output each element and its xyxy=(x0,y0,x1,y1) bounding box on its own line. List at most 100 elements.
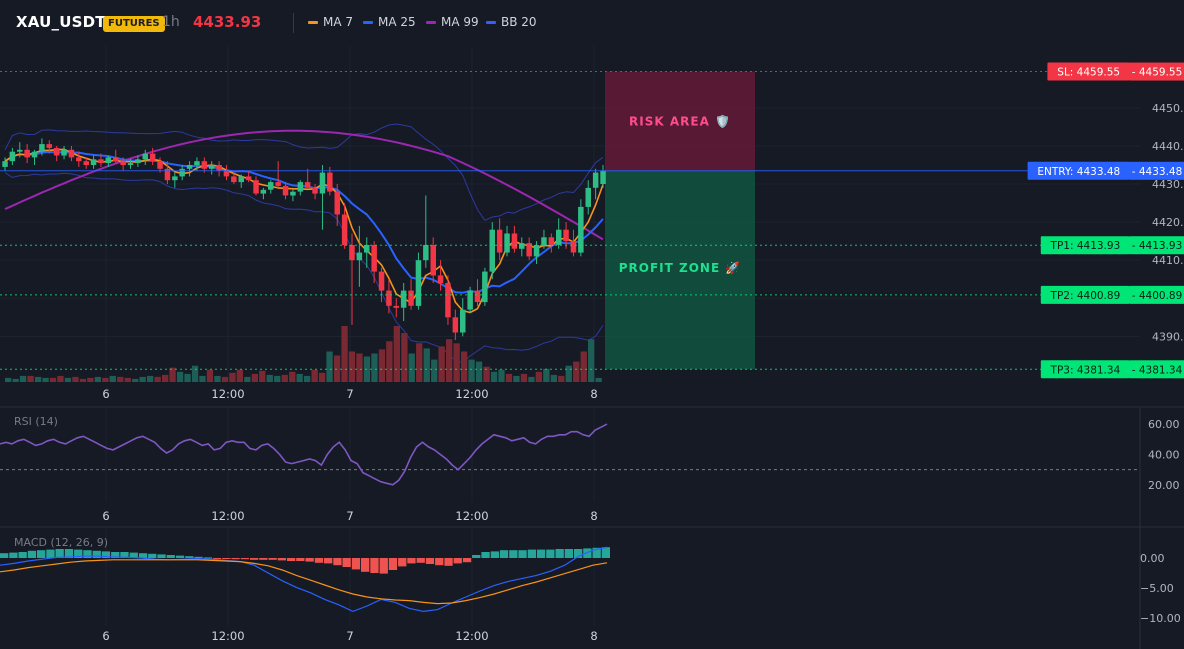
legend-bb20[interactable]: BB 20 xyxy=(486,15,537,29)
time-axis-label: 6 xyxy=(102,387,109,401)
volume-bar xyxy=(27,375,34,382)
legend-ma25[interactable]: MA 25 xyxy=(363,15,416,29)
volume-bar xyxy=(490,371,498,382)
level-tag-label: TP1: 4413.93 xyxy=(1050,240,1121,252)
macd-histogram-bar xyxy=(472,555,481,558)
level-tag xyxy=(1027,161,1130,180)
level-tag xyxy=(1047,62,1130,81)
candle-body xyxy=(334,191,340,215)
axis-price-tag xyxy=(1130,62,1184,81)
macd-axis-label: −5.00 xyxy=(1140,582,1174,595)
macd-histogram-bar xyxy=(120,552,129,558)
macd-histogram-bar xyxy=(259,558,268,560)
ma7-line xyxy=(4,148,604,314)
volume-bar xyxy=(558,375,565,382)
volume-bar xyxy=(401,333,408,382)
candle-body xyxy=(496,229,503,253)
time-axis-label: 12:00 xyxy=(211,387,244,401)
macd-histogram-bar xyxy=(138,553,148,558)
candle-body xyxy=(194,161,200,165)
level-tag-label: TP2: 4400.89 xyxy=(1050,290,1121,302)
macd-histogram-bar xyxy=(37,550,46,558)
timeframe-label[interactable]: 1h xyxy=(162,14,180,30)
candle-body xyxy=(209,165,215,169)
volume-bar xyxy=(236,369,243,382)
candle-body xyxy=(179,168,185,177)
candle-body xyxy=(349,245,355,261)
volume-bar xyxy=(505,373,513,382)
volume-bar xyxy=(461,351,468,382)
candle-body xyxy=(312,187,318,194)
volume-bar xyxy=(513,375,520,382)
legend-ma99[interactable]: MA 99 xyxy=(426,15,479,29)
time-axis-label: 8 xyxy=(590,387,597,401)
legend-ma7[interactable]: MA 7 xyxy=(308,15,353,29)
volume-bar xyxy=(588,339,595,382)
macd-histogram-bar xyxy=(342,558,351,567)
volume-bar xyxy=(117,376,124,382)
price-axis-label: 4440.00 xyxy=(1152,140,1184,153)
volume-bar xyxy=(57,375,64,382)
macd-histogram-bar xyxy=(175,555,185,558)
candle-body xyxy=(327,172,333,192)
macd-histogram-bar xyxy=(203,557,212,559)
candle-body xyxy=(268,182,274,190)
volume-bar xyxy=(296,373,303,382)
macd-histogram-bar xyxy=(481,552,490,558)
price-axis-label: 4420.00 xyxy=(1152,216,1184,229)
volume-bar xyxy=(318,372,326,382)
volume-bar xyxy=(453,343,460,382)
macd-histogram-bar xyxy=(148,553,157,558)
macd-histogram-bar xyxy=(592,547,601,558)
macd-histogram-bar xyxy=(18,552,27,558)
macd-axis-label: 0.00 xyxy=(1140,552,1165,565)
candle-body xyxy=(415,260,422,306)
volume-bar xyxy=(102,377,109,382)
axis-price-tag-label: - 4381.34 xyxy=(1132,364,1183,376)
time-axis-label: 12:00 xyxy=(455,387,488,401)
candle-body xyxy=(386,290,392,306)
volume-bar xyxy=(259,370,266,382)
macd-histogram-bar xyxy=(546,549,555,558)
macd-histogram-bar xyxy=(92,550,101,558)
macd-histogram-bar xyxy=(129,552,138,558)
candle-body xyxy=(452,317,459,333)
candle-body xyxy=(17,149,23,152)
volume-bar xyxy=(431,359,438,382)
candle-body xyxy=(120,161,126,165)
volume-bar xyxy=(274,375,281,382)
volume-bar xyxy=(12,378,19,382)
volume-bar xyxy=(356,353,363,382)
candle-body xyxy=(83,161,89,165)
candle-body xyxy=(290,191,296,196)
volume-bar xyxy=(520,373,528,382)
symbol-name[interactable]: XAU_USDT xyxy=(16,13,106,31)
level-tag-label: SL: 4459.55 xyxy=(1057,67,1120,79)
volume-bar xyxy=(214,375,221,382)
macd-histogram-bar xyxy=(27,550,37,558)
time-axis-label: 7 xyxy=(346,629,353,643)
volume-bar xyxy=(191,365,199,382)
macd-histogram-bar xyxy=(388,558,398,570)
price-axis-label: 4390.00 xyxy=(1152,330,1184,343)
volume-bar xyxy=(244,376,251,382)
macd-histogram-bar xyxy=(194,556,203,558)
time-axis-label: 12:00 xyxy=(211,509,244,523)
candle-body xyxy=(541,237,547,245)
volume-bar xyxy=(184,373,191,382)
macd-histogram-bar xyxy=(518,550,527,558)
macd-histogram-bar xyxy=(555,549,564,558)
macd-histogram-bar xyxy=(601,547,610,558)
candle-body xyxy=(563,229,569,242)
volume-bar xyxy=(124,377,131,382)
candle-body xyxy=(201,161,208,169)
candle-body xyxy=(423,245,429,261)
candle-body xyxy=(24,149,30,158)
volume-bar xyxy=(446,339,453,382)
candle-body xyxy=(105,157,112,164)
candle-body xyxy=(61,149,67,156)
candle-body xyxy=(2,161,8,167)
macd-axis-label: −10.00 xyxy=(1140,612,1181,625)
macd-histogram-bar xyxy=(416,558,425,563)
